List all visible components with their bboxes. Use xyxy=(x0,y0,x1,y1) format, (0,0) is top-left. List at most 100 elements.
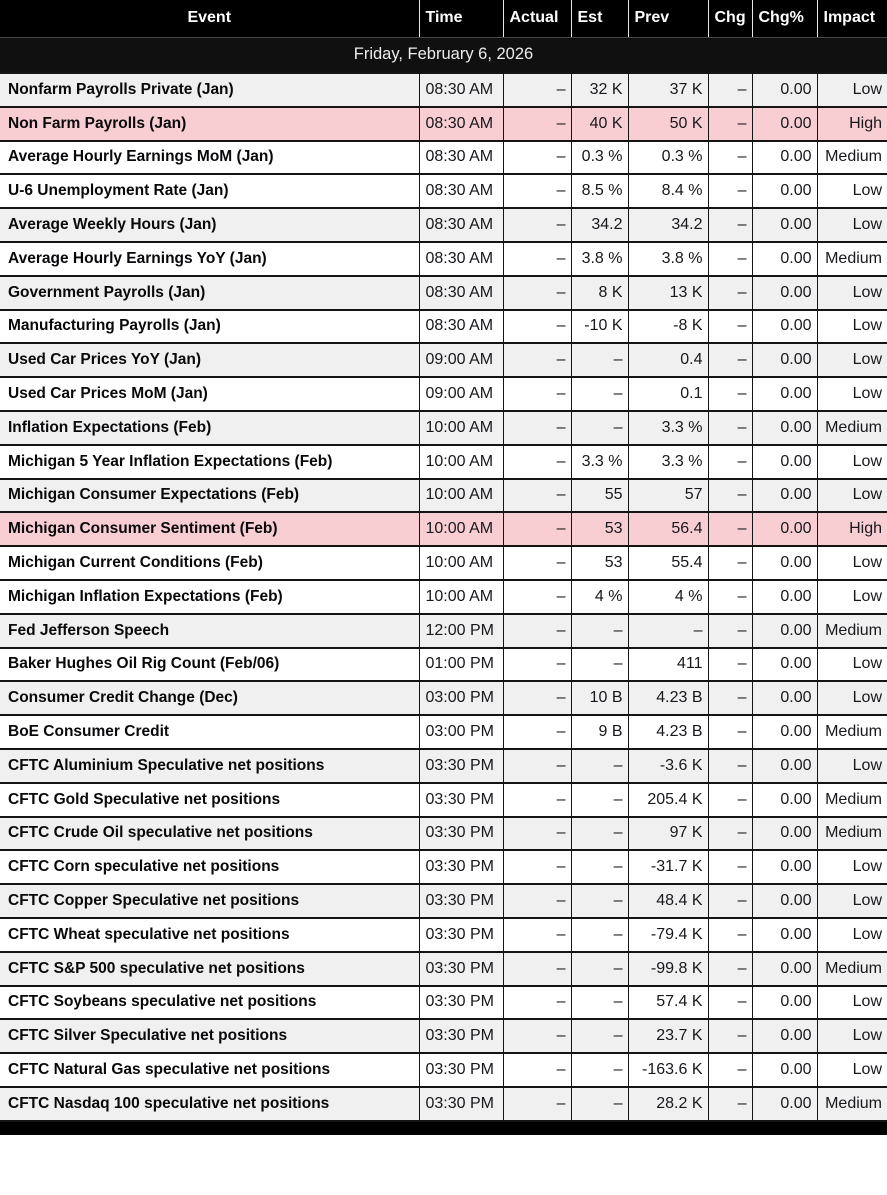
chg-pct-value: 0.00 xyxy=(751,714,818,750)
chg-value: – xyxy=(707,376,753,412)
event-time: 03:30 PM xyxy=(418,1052,504,1088)
est-value: 0.3 % xyxy=(570,140,629,176)
impact-label: Low xyxy=(816,883,887,919)
event-time: 10:00 AM xyxy=(418,579,504,615)
impact-label: Low xyxy=(816,207,887,243)
est-value: 40 K xyxy=(570,106,629,142)
event-time: 10:00 AM xyxy=(418,511,504,548)
event-row[interactable]: CFTC Copper Speculative net positions 03… xyxy=(0,883,887,919)
event-row[interactable]: Nonfarm Payrolls Private (Jan) 08:30 AM … xyxy=(0,72,887,108)
chg-value: – xyxy=(707,173,753,210)
est-value: – xyxy=(570,1086,629,1122)
event-row[interactable]: Fed Jefferson Speech 12:00 PM – – – – 0.… xyxy=(0,613,887,649)
impact-label: Low xyxy=(816,72,887,108)
actual-value: – xyxy=(502,816,572,852)
event-row[interactable]: BoE Consumer Credit 03:00 PM – 9 B 4.23 … xyxy=(0,714,887,750)
event-row[interactable]: Michigan Current Conditions (Feb) 10:00 … xyxy=(0,545,887,581)
actual-value: – xyxy=(502,140,572,176)
event-row[interactable]: CFTC Corn speculative net positions 03:3… xyxy=(0,849,887,886)
impact-label: Low xyxy=(816,680,887,717)
event-row[interactable]: Michigan Inflation Expectations (Feb) 10… xyxy=(0,579,887,615)
event-name: Nonfarm Payrolls Private (Jan) xyxy=(0,72,420,108)
est-value: 53 xyxy=(570,511,629,548)
chg-value: – xyxy=(707,1018,753,1055)
prev-value: 205.4 K xyxy=(627,782,709,818)
chg-value: – xyxy=(707,849,753,886)
event-name: CFTC Corn speculative net positions xyxy=(0,849,420,886)
impact-label: Low xyxy=(816,444,887,480)
chg-pct-value: 0.00 xyxy=(751,545,818,581)
event-row[interactable]: Average Hourly Earnings YoY (Jan) 08:30 … xyxy=(0,241,887,277)
chg-value: – xyxy=(707,1052,753,1088)
event-time: 03:30 PM xyxy=(418,816,504,852)
event-row[interactable]: Manufacturing Payrolls (Jan) 08:30 AM – … xyxy=(0,309,887,345)
impact-label: Low xyxy=(816,579,887,615)
event-row[interactable]: CFTC Silver Speculative net positions 03… xyxy=(0,1018,887,1055)
impact-label: Medium xyxy=(816,816,887,852)
chg-pct-value: 0.00 xyxy=(751,647,818,683)
event-row[interactable]: Average Hourly Earnings MoM (Jan) 08:30 … xyxy=(0,140,887,176)
chg-pct-value: 0.00 xyxy=(751,410,818,446)
est-value: -10 K xyxy=(570,309,629,345)
event-name: Inflation Expectations (Feb) xyxy=(0,410,420,446)
chg-value: – xyxy=(707,951,753,987)
event-time: 08:30 AM xyxy=(418,309,504,345)
chg-value: – xyxy=(707,816,753,852)
event-time: 03:30 PM xyxy=(418,782,504,818)
event-name: Non Farm Payrolls (Jan) xyxy=(0,106,420,142)
impact-label: Medium xyxy=(816,140,887,176)
event-row[interactable]: Michigan Consumer Expectations (Feb) 10:… xyxy=(0,478,887,514)
event-row[interactable]: Consumer Credit Change (Dec) 03:00 PM – … xyxy=(0,680,887,717)
event-name: Average Hourly Earnings MoM (Jan) xyxy=(0,140,420,176)
est-value: – xyxy=(570,647,629,683)
event-row[interactable]: CFTC S&P 500 speculative net positions 0… xyxy=(0,951,887,987)
event-row[interactable]: CFTC Nasdaq 100 speculative net position… xyxy=(0,1086,887,1122)
impact-label: Low xyxy=(816,748,887,784)
prev-value: 3.3 % xyxy=(627,410,709,446)
event-row[interactable]: CFTC Natural Gas speculative net positio… xyxy=(0,1052,887,1088)
est-value: – xyxy=(570,1018,629,1055)
impact-label: Medium xyxy=(816,241,887,277)
event-row[interactable]: Used Car Prices YoY (Jan) 09:00 AM – – 0… xyxy=(0,342,887,379)
event-row[interactable]: CFTC Aluminium Speculative net positions… xyxy=(0,748,887,784)
event-row[interactable]: CFTC Soybeans speculative net positions … xyxy=(0,985,887,1021)
chg-value: – xyxy=(707,613,753,649)
chg-value: – xyxy=(707,748,753,784)
event-row[interactable]: CFTC Wheat speculative net positions 03:… xyxy=(0,917,887,953)
chg-pct-value: 0.00 xyxy=(751,748,818,784)
prev-value: -163.6 K xyxy=(627,1052,709,1088)
actual-value: – xyxy=(502,613,572,649)
event-row[interactable]: Non Farm Payrolls (Jan) 08:30 AM – 40 K … xyxy=(0,106,887,142)
est-value: – xyxy=(570,985,629,1021)
event-row[interactable]: Government Payrolls (Jan) 08:30 AM – 8 K… xyxy=(0,275,887,311)
event-row[interactable]: Baker Hughes Oil Rig Count (Feb/06) 01:0… xyxy=(0,647,887,683)
chg-pct-value: 0.00 xyxy=(751,1018,818,1055)
actual-value: – xyxy=(502,545,572,581)
impact-label: Low xyxy=(816,275,887,311)
prev-value: -3.6 K xyxy=(627,748,709,784)
event-row[interactable]: Inflation Expectations (Feb) 10:00 AM – … xyxy=(0,410,887,446)
prev-value: -99.8 K xyxy=(627,951,709,987)
event-time: 08:30 AM xyxy=(418,173,504,210)
event-row[interactable]: U-6 Unemployment Rate (Jan) 08:30 AM – 8… xyxy=(0,173,887,210)
est-value: – xyxy=(570,883,629,919)
chg-value: – xyxy=(707,545,753,581)
event-time: 03:30 PM xyxy=(418,1086,504,1122)
event-row[interactable]: Michigan 5 Year Inflation Expectations (… xyxy=(0,444,887,480)
prev-value: 4 % xyxy=(627,579,709,615)
est-value: 3.8 % xyxy=(570,241,629,277)
prev-value: -79.4 K xyxy=(627,917,709,953)
actual-value: – xyxy=(502,275,572,311)
date-header-row: Friday, February 6, 2026 xyxy=(0,37,887,74)
impact-label: Low xyxy=(816,478,887,514)
chg-value: – xyxy=(707,511,753,548)
chg-value: – xyxy=(707,917,753,953)
event-row[interactable]: Average Weekly Hours (Jan) 08:30 AM – 34… xyxy=(0,207,887,243)
event-row[interactable]: Used Car Prices MoM (Jan) 09:00 AM – – 0… xyxy=(0,376,887,412)
event-row[interactable]: CFTC Gold Speculative net positions 03:3… xyxy=(0,782,887,818)
event-name: Michigan 5 Year Inflation Expectations (… xyxy=(0,444,420,480)
event-row[interactable]: CFTC Crude Oil speculative net positions… xyxy=(0,816,887,852)
event-row[interactable]: Michigan Consumer Sentiment (Feb) 10:00 … xyxy=(0,511,887,548)
event-time: 09:00 AM xyxy=(418,342,504,379)
event-time: 08:30 AM xyxy=(418,72,504,108)
